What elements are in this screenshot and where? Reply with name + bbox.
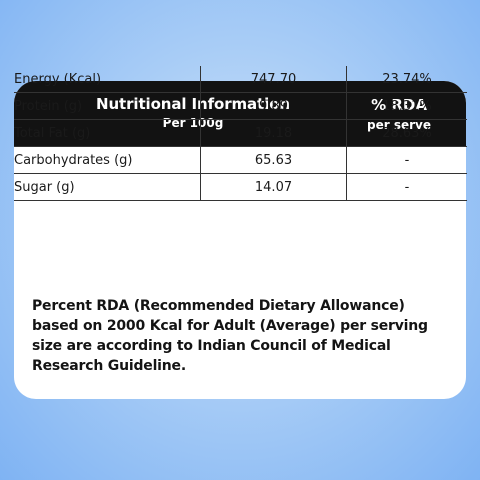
table-row: Energy (Kcal) 747.70 23.74% [14,66,467,93]
nutrient-rda: - [346,173,467,201]
table-row: Total Fat (g) 19.18 28.63% [14,119,467,147]
table-row: Sugar (g) 14.07 - [14,173,467,201]
footnote-line: Research Guideline. [32,358,186,374]
nutrient-value: 14.07 [200,173,347,201]
nutrient-rda: 23.74% [346,66,467,93]
rda-footnote: Percent RDA (Recommended Dietary Allowan… [32,296,462,376]
footnote-line: Percent RDA (Recommended Dietary Allowan… [32,298,405,314]
nutrient-rda: - [346,146,467,174]
nutrient-value: 65.63 [200,146,347,174]
table-row: Carbohydrates (g) 65.63 - [14,146,467,174]
table-row: Protein (g) 9.89 18.31% [14,92,467,120]
nutrient-name: Total Fat (g) [14,119,201,147]
nutrient-value: 19.18 [200,119,347,147]
nutrient-rda: 28.63% [346,119,467,147]
nutrient-name: Carbohydrates (g) [14,146,201,174]
nutrition-table: Energy (Kcal) 747.70 23.74% Protein (g) … [14,66,467,201]
footnote-line: based on 2000 Kcal for Adult (Average) p… [32,318,428,334]
nutrient-rda: 18.31% [346,92,467,120]
nutrient-name: Energy (Kcal) [14,66,201,93]
footnote-line: size are according to Indian Council of … [32,338,391,354]
nutrient-name: Sugar (g) [14,173,201,201]
nutrient-value: 9.89 [200,92,347,120]
nutrient-value: 747.70 [200,66,347,93]
nutrient-name: Protein (g) [14,92,201,120]
